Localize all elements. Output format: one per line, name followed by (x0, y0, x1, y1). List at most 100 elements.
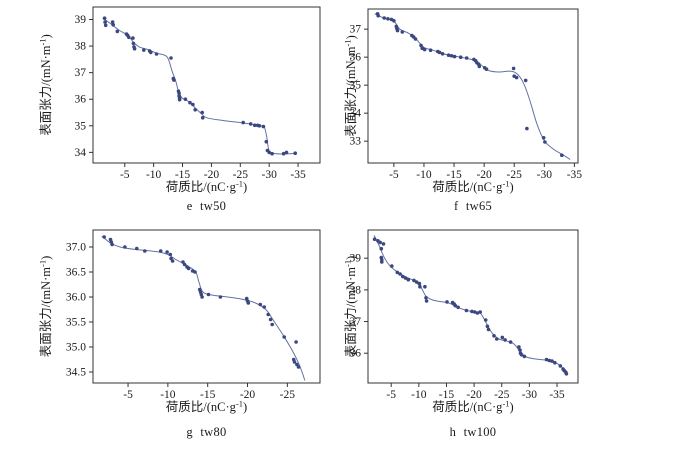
x-axis-ticks: -5 -10 -15 -20 -25 (123, 383, 295, 401)
scatter-point (218, 295, 223, 299)
y-axis-label: 表面张力/(mN·m-1) (343, 35, 359, 137)
scatter-points (375, 12, 564, 157)
y-tick-label: 36 (350, 52, 362, 64)
scatter-point (193, 270, 197, 274)
scatter-point (414, 280, 419, 284)
scatter-point (514, 75, 519, 80)
scatter-point (169, 56, 173, 60)
scatter-point (246, 301, 251, 305)
scatter-point (110, 20, 115, 24)
scatter-point (392, 19, 396, 23)
y-axis-label: 表面张力/(mN·m-1) (38, 34, 54, 136)
caption-f-tw65: f tw65 (453, 199, 493, 213)
scatter-point (200, 116, 205, 120)
x-tick-label: -25 (507, 169, 523, 181)
scatter-point (508, 340, 513, 344)
scatter-point (252, 123, 257, 128)
scatter-point (110, 242, 114, 247)
scatter-point (191, 102, 195, 107)
scatter-point (558, 364, 563, 368)
y-axis-ticks: 36 37 38 39 (350, 253, 368, 360)
scatter-point (406, 277, 411, 282)
scatter-point (262, 305, 267, 309)
y-tick-label: 38 (75, 41, 87, 53)
scatter-point (264, 139, 269, 144)
scatter-point (400, 30, 405, 34)
scatter-point (127, 35, 131, 40)
scatter-point (437, 50, 442, 55)
plot-frame (92, 229, 321, 384)
x-tick-label: -25 (233, 169, 249, 181)
y-tick-label: 36.5 (66, 267, 86, 279)
x-axis-label: 荷质比/(nC·g-1) (432, 179, 513, 195)
scatter-point (200, 110, 204, 115)
scatter-point (464, 56, 469, 60)
y-tick-label: 37 (350, 316, 362, 328)
y-tick-label: 38 (350, 284, 362, 296)
scatter-point (378, 240, 382, 245)
scatter-point (268, 317, 273, 322)
scatter-point (170, 259, 175, 263)
scatter-point (445, 300, 449, 304)
scatter-point (475, 311, 480, 315)
x-tick-label: -30 (261, 169, 277, 181)
scatter-point (547, 358, 552, 363)
scatter-point (102, 235, 106, 239)
scatter-point (382, 16, 386, 20)
scatter-point (284, 150, 289, 155)
y-tick-label: 36 (75, 94, 87, 106)
scatter-point (386, 17, 390, 21)
chart-f-tw65: -5 -10 -15 -20 -25 -30 -35 33 34 35 36 37 荷质比/(nC·g-… (343, 8, 582, 195)
scatter-point (523, 78, 528, 83)
x-axis-label: 荷质比/(nC·g-1) (166, 179, 247, 195)
y-axis-label: 表面张力/(mN·m-1) (343, 256, 359, 358)
scatter-point (372, 237, 377, 241)
x-tick-label: -35 (290, 169, 306, 181)
scatter-point (511, 66, 516, 71)
panel-e-tw50: -5 -10 -15 -20 -25 -30 -35 34 35 36 37 38 39 荷质比/(nC·… (0, 0, 342, 226)
caption-e-tw50: e tw50 (186, 199, 227, 213)
y-tick-label: 39 (75, 14, 87, 26)
scatter-point (241, 120, 245, 125)
scatter-points (102, 16, 298, 156)
x-axis-ticks: -5 -10 -15 -20 -25 -30 -35 (389, 163, 582, 181)
scatter-point (517, 345, 521, 349)
scatter-point (564, 372, 569, 376)
y-axis-ticks: 34 35 36 37 38 39 (75, 14, 93, 159)
x-tick-label: -30 (522, 389, 538, 401)
scatter-point (453, 303, 458, 308)
y-tick-label: 34 (75, 147, 87, 159)
scatter-point (464, 308, 469, 313)
chart-e-tw50: -5 -10 -15 -20 -25 -30 -35 34 35 36 37 38 39 荷质比/(nC·… (38, 6, 321, 195)
scatter-point (477, 64, 482, 69)
x-tick-label: -15 (446, 169, 462, 181)
scatter-point (158, 249, 163, 253)
scatter-point (294, 340, 298, 344)
scatter-point (424, 296, 428, 300)
scatter-point (492, 334, 496, 338)
scatter-point (519, 353, 524, 357)
y-axis-label: 表面张力/(mN·m-1) (38, 256, 54, 358)
scatter-point (379, 246, 384, 251)
scatter-point (376, 13, 380, 18)
plot-frame (367, 8, 579, 164)
x-tick-label: -20 (466, 389, 482, 401)
scatter-point (428, 48, 433, 52)
x-tick-label: -30 (537, 169, 553, 181)
x-tick-label: -35 (549, 389, 565, 401)
y-tick-label: 34.5 (66, 367, 86, 379)
scatter-point (132, 46, 137, 51)
scatter-point (267, 150, 272, 155)
scatter-point (413, 37, 418, 41)
y-axis-ticks: 33 34 35 36 37 (350, 24, 368, 148)
scatter-point (292, 360, 297, 364)
scatter-point (486, 327, 491, 332)
scatter-point (380, 260, 384, 264)
x-axis-ticks: -5 -10 -15 -20 -25 -30 -35 (386, 383, 565, 401)
x-tick-label: -35 (567, 169, 583, 181)
scatter-point (541, 136, 546, 140)
scatter-point (193, 108, 197, 112)
scatter-point (143, 249, 147, 253)
y-tick-label: 39 (350, 253, 362, 265)
scatter-point (419, 43, 423, 48)
